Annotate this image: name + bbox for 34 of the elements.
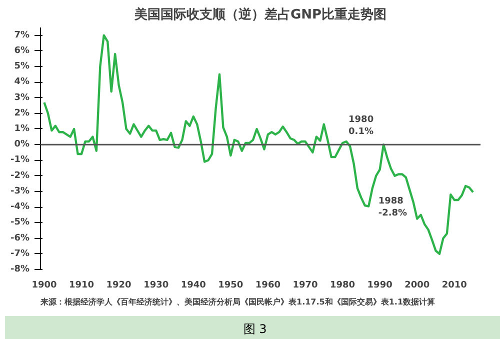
y-tick-label: 4% xyxy=(14,77,30,88)
y-tick-label: 5% xyxy=(14,62,30,72)
x-tick-label: 1950 xyxy=(218,280,244,290)
y-tick-label: -4% xyxy=(10,202,30,212)
annotation: 1980 0.1% xyxy=(348,115,374,138)
x-tick-label: 1930 xyxy=(144,280,169,290)
y-tick-label: -8% xyxy=(10,264,30,274)
x-tick-label: 1900 xyxy=(32,280,57,290)
chart-title: 美国国际收支顺（逆）差占GNP比重走势图 xyxy=(133,6,387,22)
y-tick-label: 6% xyxy=(14,46,30,56)
x-tick-label: 1990 xyxy=(367,280,392,290)
annotation: 1988 -2.8% xyxy=(378,196,408,218)
x-tick-label: 1910 xyxy=(68,280,94,290)
caption: 图 3 xyxy=(243,321,267,338)
y-tick-label: -6% xyxy=(10,233,30,244)
x-tick-label: 2010 xyxy=(442,280,467,290)
y-tick-label: -7% xyxy=(10,248,30,259)
y-tick-label: 2% xyxy=(14,108,30,118)
y-tick-label: 3% xyxy=(14,92,30,103)
y-tick-label: -3% xyxy=(10,186,30,196)
x-tick-label: 1980 xyxy=(330,280,356,290)
y-tick-label: 1% xyxy=(14,124,30,134)
y-tick-label: 7% xyxy=(14,30,30,40)
y-tick-label: -5% xyxy=(10,218,30,228)
x-tick-label: 1920 xyxy=(106,280,132,290)
x-tick-label: 1940 xyxy=(180,280,206,290)
y-tick-label: -1% xyxy=(10,155,30,166)
x-tick-label: 1960 xyxy=(255,280,280,290)
y-tick-label: 0% xyxy=(14,140,30,150)
y-tick-label: -2% xyxy=(10,170,30,181)
source-note: 来源：根据经济学人《百年经济统计》、美国经济分析局《国民帐户》表1.17.5和《国际交易》表1.1数据计算 xyxy=(40,296,436,306)
line-series xyxy=(43,34,474,255)
x-tick-label: 2000 xyxy=(404,280,430,290)
x-tick-label: 1970 xyxy=(292,280,318,290)
